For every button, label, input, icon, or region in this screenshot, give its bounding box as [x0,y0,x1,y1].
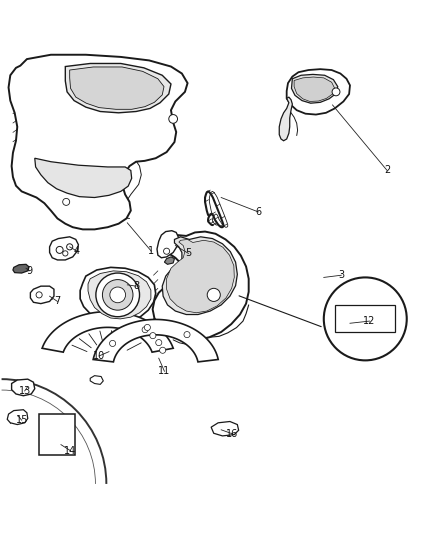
Text: 8: 8 [133,281,139,291]
Polygon shape [152,231,249,340]
Polygon shape [80,268,155,323]
Circle shape [96,273,140,317]
Polygon shape [279,97,292,141]
Text: 5: 5 [185,248,191,259]
Polygon shape [211,422,239,436]
Polygon shape [287,69,350,115]
Polygon shape [294,77,335,101]
Text: 3: 3 [338,270,344,280]
Circle shape [102,280,133,310]
Circle shape [169,115,177,123]
Polygon shape [90,376,103,384]
Text: 1: 1 [148,246,154,256]
Text: 4: 4 [74,246,80,256]
Circle shape [184,332,190,338]
Text: 15: 15 [15,415,28,425]
Polygon shape [157,231,179,258]
Polygon shape [291,75,338,103]
Circle shape [324,277,407,360]
Circle shape [142,327,148,333]
Circle shape [332,88,340,96]
Circle shape [163,248,170,254]
Text: 12: 12 [364,316,376,326]
Polygon shape [164,257,174,264]
Polygon shape [42,312,173,352]
FancyBboxPatch shape [335,305,395,332]
Polygon shape [166,239,234,313]
Polygon shape [70,67,164,109]
Polygon shape [49,237,78,260]
Polygon shape [93,319,218,362]
Circle shape [110,287,126,303]
Circle shape [56,246,63,253]
Text: 7: 7 [54,296,60,306]
Polygon shape [162,237,237,314]
Polygon shape [12,379,35,395]
Text: 6: 6 [255,207,261,217]
Circle shape [207,288,220,302]
Text: 14: 14 [64,446,77,456]
Text: 16: 16 [226,429,238,439]
Circle shape [144,325,150,330]
Polygon shape [88,271,151,319]
Circle shape [110,341,116,346]
Circle shape [63,198,70,205]
Text: 9: 9 [26,266,32,276]
Polygon shape [30,286,54,304]
Polygon shape [35,158,132,198]
Circle shape [150,333,156,338]
Text: 2: 2 [384,165,390,175]
Circle shape [67,244,73,250]
Circle shape [63,251,68,256]
Text: 10: 10 [93,351,105,361]
Circle shape [159,347,166,353]
Polygon shape [65,63,171,113]
Circle shape [36,292,42,298]
Text: 13: 13 [18,386,31,396]
Text: 11: 11 [158,366,170,376]
Polygon shape [7,410,28,425]
Bar [39,414,75,455]
Polygon shape [13,264,29,273]
Circle shape [156,340,162,346]
Polygon shape [9,55,187,229]
